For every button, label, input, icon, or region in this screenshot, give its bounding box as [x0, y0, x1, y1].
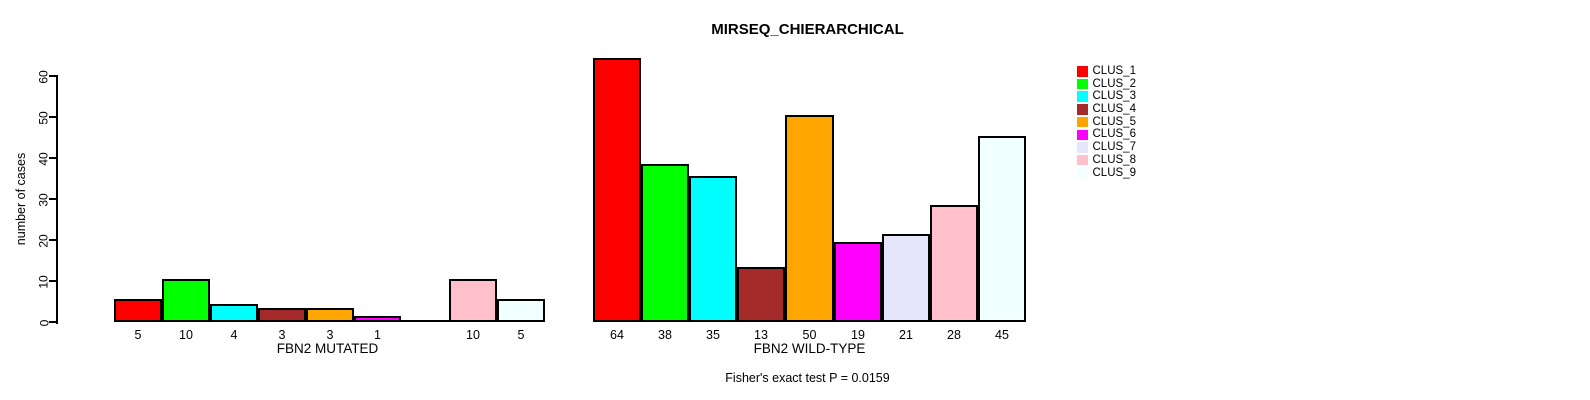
- bar-value-label: 3: [326, 328, 334, 342]
- bar-wildtype-clus_5: [785, 115, 834, 322]
- y-tick-mark: [49, 116, 56, 118]
- legend-swatch-clus_2: [1077, 78, 1088, 90]
- chart-title: MIRSEQ_CHIERARCHICAL: [711, 21, 904, 38]
- bar-mutated-clus_8: [449, 279, 497, 322]
- legend-label: CLUS_7: [1092, 141, 1136, 154]
- legend-swatch-clus_7: [1077, 142, 1088, 153]
- legend-item-clus_5: CLUS_5: [1077, 116, 1136, 129]
- bar-mutated-clus_2: [162, 279, 210, 322]
- legend-item-clus_9: CLUS_9: [1077, 167, 1136, 180]
- bar-wildtype-clus_2: [641, 164, 689, 322]
- bar-wildtype-clus_9: [978, 136, 1026, 322]
- y-tick-label-box: 30: [24, 180, 64, 220]
- legend-swatch-clus_9: [1077, 167, 1088, 179]
- y-tick-mark: [49, 198, 56, 200]
- bar-mutated-clus_3: [210, 304, 258, 322]
- legend-label: CLUS_6: [1092, 128, 1136, 141]
- fisher-test-annotation: Fisher's exact test P = 0.0159: [725, 371, 890, 385]
- bar-value-label: 28: [947, 328, 961, 342]
- legend-item-clus_8: CLUS_8: [1077, 154, 1136, 167]
- y-tick-label-box: 20: [24, 221, 64, 261]
- y-tick-mark: [49, 75, 56, 77]
- y-tick-mark: [49, 157, 56, 159]
- legend-swatch-clus_4: [1077, 104, 1088, 115]
- bar-wildtype-clus_7: [882, 234, 930, 322]
- legend-label: CLUS_8: [1092, 153, 1136, 166]
- legend-swatch-clus_1: [1077, 66, 1088, 77]
- y-tick-label-box: 10: [24, 262, 64, 302]
- legend-label: CLUS_2: [1092, 77, 1136, 90]
- y-tick-mark: [49, 280, 56, 282]
- bar-mutated-clus_1: [114, 299, 162, 322]
- bar-value-label: 19: [851, 328, 865, 342]
- y-tick-label-box: 60: [24, 57, 64, 97]
- legend-swatch-clus_8: [1077, 154, 1088, 166]
- bar-value-label: 45: [995, 328, 1009, 342]
- bar-value-label: 1: [374, 328, 381, 342]
- legend-label: CLUS_9: [1092, 166, 1136, 179]
- bar-value-label: 50: [802, 328, 817, 342]
- y-tick-label: 40: [36, 152, 51, 166]
- y-tick-label: 30: [36, 193, 51, 207]
- bar-mutated-clus_4: [258, 308, 306, 322]
- bar-wildtype-clus_1: [593, 58, 641, 322]
- bar-value-label: 5: [517, 328, 525, 342]
- bar-value-label: 5: [134, 328, 142, 342]
- y-tick-mark: [49, 239, 56, 241]
- legend-swatch-clus_5: [1077, 116, 1088, 128]
- y-tick-label: 0: [37, 319, 51, 327]
- legend-item-clus_7: CLUS_7: [1077, 141, 1136, 154]
- y-tick-label: 60: [36, 70, 51, 84]
- y-tick-label-box: 40: [24, 139, 64, 179]
- bar-value-label: 3: [278, 328, 286, 342]
- y-tick-label: 10: [36, 275, 51, 289]
- bar-mutated-clus_9: [497, 299, 545, 322]
- legend-label: CLUS_4: [1092, 103, 1136, 116]
- bar-value-label: 10: [179, 328, 193, 342]
- bar-wildtype-clus_6: [834, 242, 882, 322]
- y-tick-label: 50: [36, 111, 51, 125]
- y-tick-label-box: 0: [24, 303, 64, 343]
- bar-wildtype-clus_3: [689, 176, 737, 322]
- legend-swatch-clus_3: [1077, 91, 1088, 102]
- bar-value-label: 64: [610, 328, 624, 342]
- y-axis-line: [56, 75, 58, 324]
- y-tick-label-box: 50: [24, 98, 64, 138]
- bar-wildtype-clus_4: [737, 267, 785, 322]
- bar-wildtype-clus_8: [930, 205, 978, 322]
- bar-mutated-clus_5: [306, 308, 354, 322]
- bar-mutated-clus_7-zero: [401, 320, 449, 322]
- bar-value-label: 21: [899, 328, 913, 342]
- bar-value-label: 38: [658, 328, 672, 342]
- legend-item-clus_2: CLUS_2: [1077, 78, 1136, 91]
- legend: CLUS_1 CLUS_2 CLUS_3 CLUS_4 CLUS_5 CLUS_6 CLUS…: [1077, 65, 1136, 179]
- legend-item-clus_6: CLUS_6: [1077, 128, 1136, 141]
- y-tick-mark: [49, 321, 56, 323]
- legend-label: CLUS_5: [1092, 115, 1136, 128]
- legend-label: CLUS_3: [1092, 90, 1136, 103]
- bar-value-label: 10: [466, 328, 480, 342]
- legend-label: CLUS_1: [1092, 65, 1136, 77]
- legend-item-clus_4: CLUS_4: [1077, 103, 1136, 116]
- bar-value-label: 35: [706, 328, 720, 342]
- bar-value-label: 13: [754, 328, 768, 342]
- y-tick-label: 20: [36, 234, 51, 248]
- legend-swatch-clus_6: [1077, 129, 1088, 141]
- legend-item-clus_1: CLUS_1: [1077, 65, 1136, 78]
- bar-mutated-clus_6: [354, 316, 401, 322]
- legend-item-clus_3: CLUS_3: [1077, 90, 1136, 103]
- x-axis-label-wildtype: FBN2 WILD-TYPE: [753, 341, 866, 356]
- x-axis-label-mutated: FBN2 MUTATED: [276, 341, 379, 356]
- bar-value-label: 4: [230, 328, 238, 342]
